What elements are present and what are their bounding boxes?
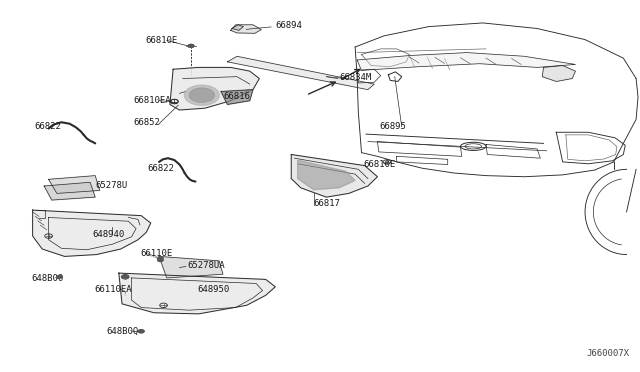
- Polygon shape: [291, 154, 378, 197]
- Text: 66852: 66852: [134, 119, 161, 128]
- Polygon shape: [49, 176, 100, 193]
- Circle shape: [157, 256, 164, 260]
- Text: 65278U: 65278U: [95, 181, 127, 190]
- Polygon shape: [119, 273, 275, 314]
- Text: 66816: 66816: [223, 92, 250, 101]
- Polygon shape: [159, 256, 223, 278]
- Text: 66822: 66822: [148, 164, 175, 173]
- Circle shape: [122, 275, 129, 279]
- Text: 66834M: 66834M: [339, 73, 371, 82]
- Text: 648B0Q: 648B0Q: [106, 327, 138, 336]
- Polygon shape: [227, 56, 374, 90]
- Circle shape: [138, 330, 145, 333]
- Polygon shape: [230, 25, 261, 33]
- Text: 648B00: 648B00: [31, 274, 63, 283]
- Circle shape: [56, 275, 63, 279]
- Polygon shape: [542, 65, 575, 81]
- Text: 66895: 66895: [380, 122, 406, 131]
- Polygon shape: [33, 210, 151, 256]
- Polygon shape: [170, 67, 259, 110]
- Text: 66110EA: 66110EA: [94, 285, 132, 294]
- Text: J660007X: J660007X: [587, 349, 630, 358]
- Text: 66810EA: 66810EA: [134, 96, 171, 105]
- Ellipse shape: [184, 85, 220, 105]
- Text: 648950: 648950: [197, 285, 230, 294]
- Circle shape: [188, 44, 194, 48]
- Polygon shape: [221, 90, 253, 105]
- Text: 66894: 66894: [275, 22, 302, 31]
- Text: 66817: 66817: [314, 199, 340, 208]
- Text: 66822: 66822: [34, 122, 61, 131]
- Text: 66110E: 66110E: [140, 249, 172, 258]
- Polygon shape: [44, 182, 95, 200]
- Circle shape: [157, 258, 164, 262]
- Ellipse shape: [189, 88, 214, 103]
- Text: 66810E: 66810E: [364, 160, 396, 169]
- Circle shape: [138, 330, 145, 333]
- Text: 65278UA: 65278UA: [187, 261, 225, 270]
- Polygon shape: [232, 25, 243, 31]
- Polygon shape: [298, 160, 355, 190]
- Text: 648940: 648940: [92, 230, 124, 239]
- Polygon shape: [357, 52, 575, 70]
- Circle shape: [188, 44, 194, 48]
- Text: 66810E: 66810E: [145, 36, 177, 45]
